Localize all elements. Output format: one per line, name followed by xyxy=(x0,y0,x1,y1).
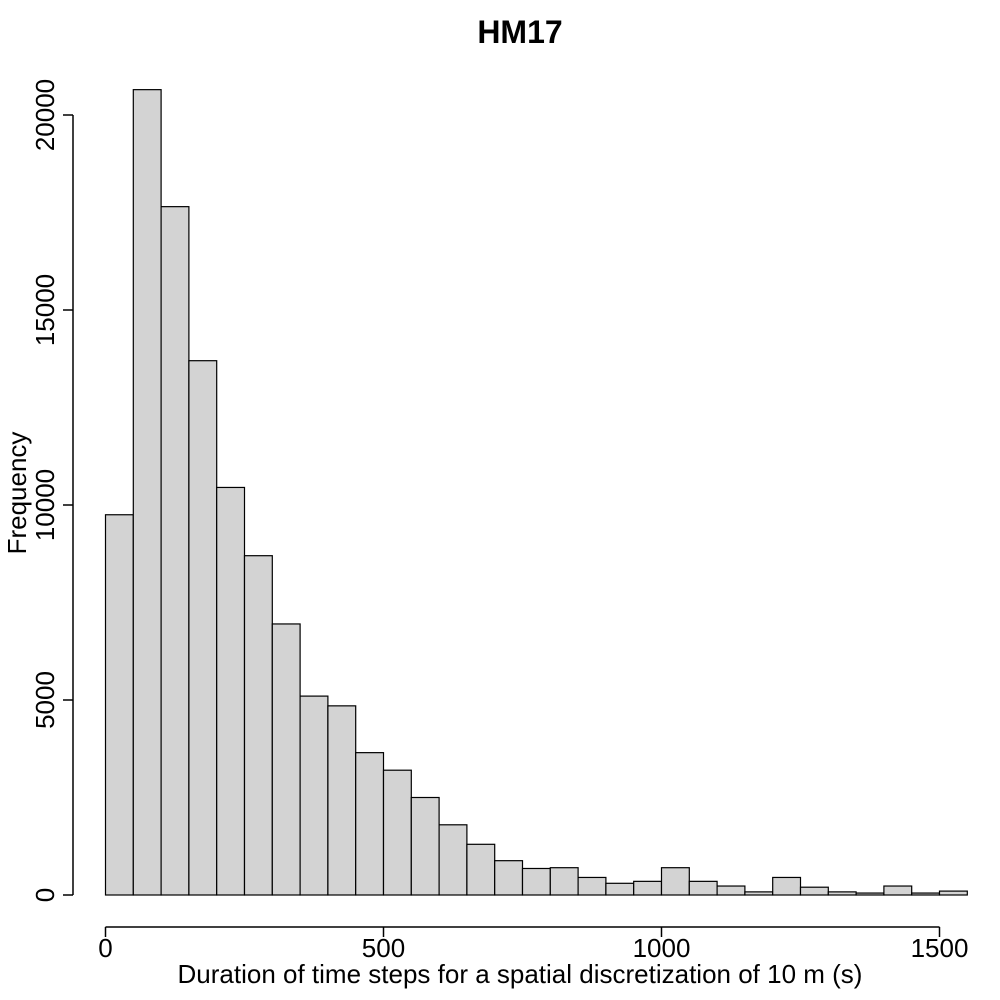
histogram-bar xyxy=(744,891,774,896)
x-tick-label: 1500 xyxy=(911,933,969,963)
histogram-bar xyxy=(911,892,941,896)
histogram-bar xyxy=(104,514,134,896)
y-axis-label: Frequency xyxy=(2,432,32,555)
histogram-bar xyxy=(382,769,412,896)
x-axis-label: Duration of time steps for a spatial dis… xyxy=(178,959,863,989)
histogram-bar xyxy=(660,867,690,896)
histogram-bar xyxy=(216,486,246,896)
histogram-bar xyxy=(160,206,190,896)
histogram-bar xyxy=(327,705,357,896)
histogram-bar xyxy=(355,752,385,896)
y-tick-label: 10000 xyxy=(30,469,60,541)
histogram-bar xyxy=(466,843,496,896)
histogram-bar xyxy=(633,880,663,896)
histogram-bar xyxy=(688,880,718,896)
y-axis: 0 5000 10000 15000 20000 xyxy=(30,79,74,902)
x-axis: 0 500 1000 1500 xyxy=(98,926,969,963)
histogram-bar xyxy=(188,360,218,896)
y-tick-label: 15000 xyxy=(30,274,60,346)
histogram-bar xyxy=(243,555,273,896)
x-tick-label: 0 xyxy=(98,933,112,963)
histogram-bar xyxy=(772,876,802,896)
x-tick-label: 1000 xyxy=(633,933,691,963)
histogram-bar xyxy=(132,89,162,896)
histogram-bar xyxy=(521,867,551,896)
histogram-bar xyxy=(410,796,440,896)
histogram-bar xyxy=(577,876,607,896)
y-tick-label: 5000 xyxy=(30,671,60,729)
histogram-bar xyxy=(271,623,301,896)
chart-title: HM17 xyxy=(477,14,562,50)
histogram-bar xyxy=(938,890,968,896)
histogram-bar xyxy=(855,892,885,896)
histogram-bar xyxy=(716,885,746,896)
histogram-bar xyxy=(605,882,635,896)
histogram-bar xyxy=(827,891,857,896)
y-tick-label: 0 xyxy=(30,888,60,902)
y-tick-label: 20000 xyxy=(30,79,60,151)
x-tick-label: 500 xyxy=(362,933,405,963)
histogram-bar xyxy=(438,824,468,896)
bars-group xyxy=(104,89,968,896)
histogram-bar xyxy=(299,695,329,896)
histogram-bar xyxy=(549,867,579,896)
histogram-bar xyxy=(494,860,524,896)
histogram-bar xyxy=(883,885,913,896)
histogram-bar xyxy=(799,886,829,896)
